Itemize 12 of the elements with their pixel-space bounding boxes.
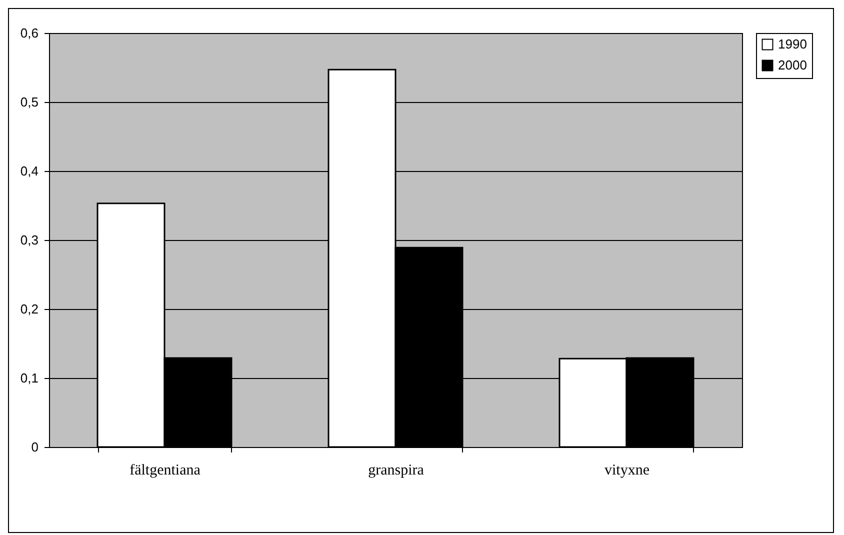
x-tick-label: granspira — [368, 462, 424, 478]
legend-label: 1990 — [778, 36, 807, 52]
legend-label: 2000 — [778, 58, 807, 72]
x-tick-label: fältgentiana — [130, 462, 201, 478]
y-tick-label: 0,3 — [20, 232, 38, 248]
y-tick-label: 0,1 — [20, 370, 38, 386]
x-tick-label: vityxne — [604, 462, 650, 478]
y-tick-label: 0,2 — [20, 302, 38, 316]
y-tick-label: 0,5 — [20, 94, 38, 110]
y-tick-label: 0,4 — [20, 164, 38, 178]
y-tick-label: 0,6 — [20, 26, 38, 40]
y-tick-label: 0 — [31, 440, 38, 454]
